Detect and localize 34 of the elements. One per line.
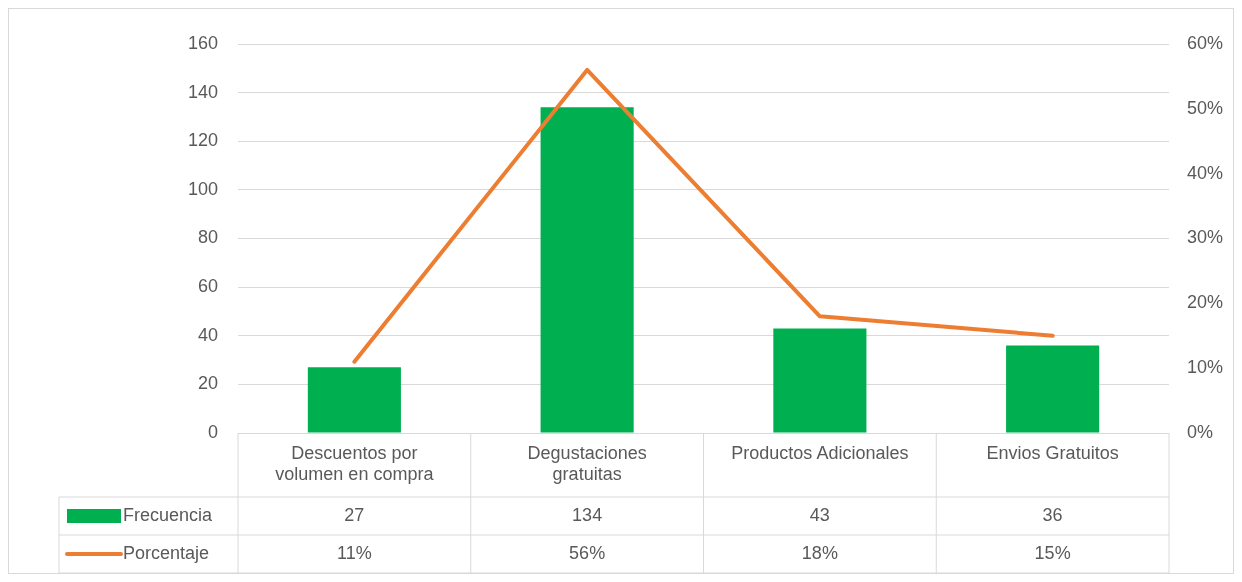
y-tick-label: 60	[197, 276, 218, 297]
bar	[307, 367, 401, 433]
data-label: 15%	[1034, 542, 1071, 563]
y-tick-label: 140	[187, 81, 218, 102]
y2-tick-label: 10%	[1187, 357, 1224, 378]
x-tick-label: Descuentos por volumen en compra	[275, 442, 435, 485]
bar	[540, 107, 634, 433]
y-tick-label: 100	[187, 178, 218, 199]
y2-tick-label: 30%	[1187, 227, 1224, 248]
data-label: 11%	[337, 542, 372, 563]
y2-tick-label: 50%	[1187, 97, 1224, 118]
data-label: 18%	[801, 542, 838, 563]
y-tick-label: 80	[197, 227, 218, 248]
y2-tick-label: 20%	[1187, 292, 1224, 313]
y-tick-label: 40	[197, 324, 218, 345]
y-tick-label: 0	[207, 421, 218, 442]
data-label: 134	[572, 504, 603, 525]
y-tick-label: 160	[187, 32, 218, 53]
x-tick-label: Degustaciones gratuitas	[527, 442, 647, 485]
data-label: 36	[1042, 504, 1063, 525]
bar	[773, 328, 867, 433]
data-label: 27	[344, 504, 365, 525]
y2-tick-label: 60%	[1187, 32, 1224, 53]
y-tick-label: 120	[187, 130, 218, 151]
data-label: 43	[809, 504, 830, 525]
legend-label: Frecuencia	[123, 504, 214, 525]
data-label: 56%	[569, 542, 606, 563]
bar	[1006, 345, 1100, 433]
x-tick-label: Productos Adicionales	[731, 442, 909, 463]
y2-tick-label: 0%	[1187, 421, 1214, 442]
legend-label: Porcentaje	[123, 542, 210, 563]
x-tick-label: Envios Gratuitos	[986, 442, 1119, 463]
y2-tick-label: 40%	[1187, 162, 1224, 183]
y-tick-label: 20	[197, 373, 218, 394]
